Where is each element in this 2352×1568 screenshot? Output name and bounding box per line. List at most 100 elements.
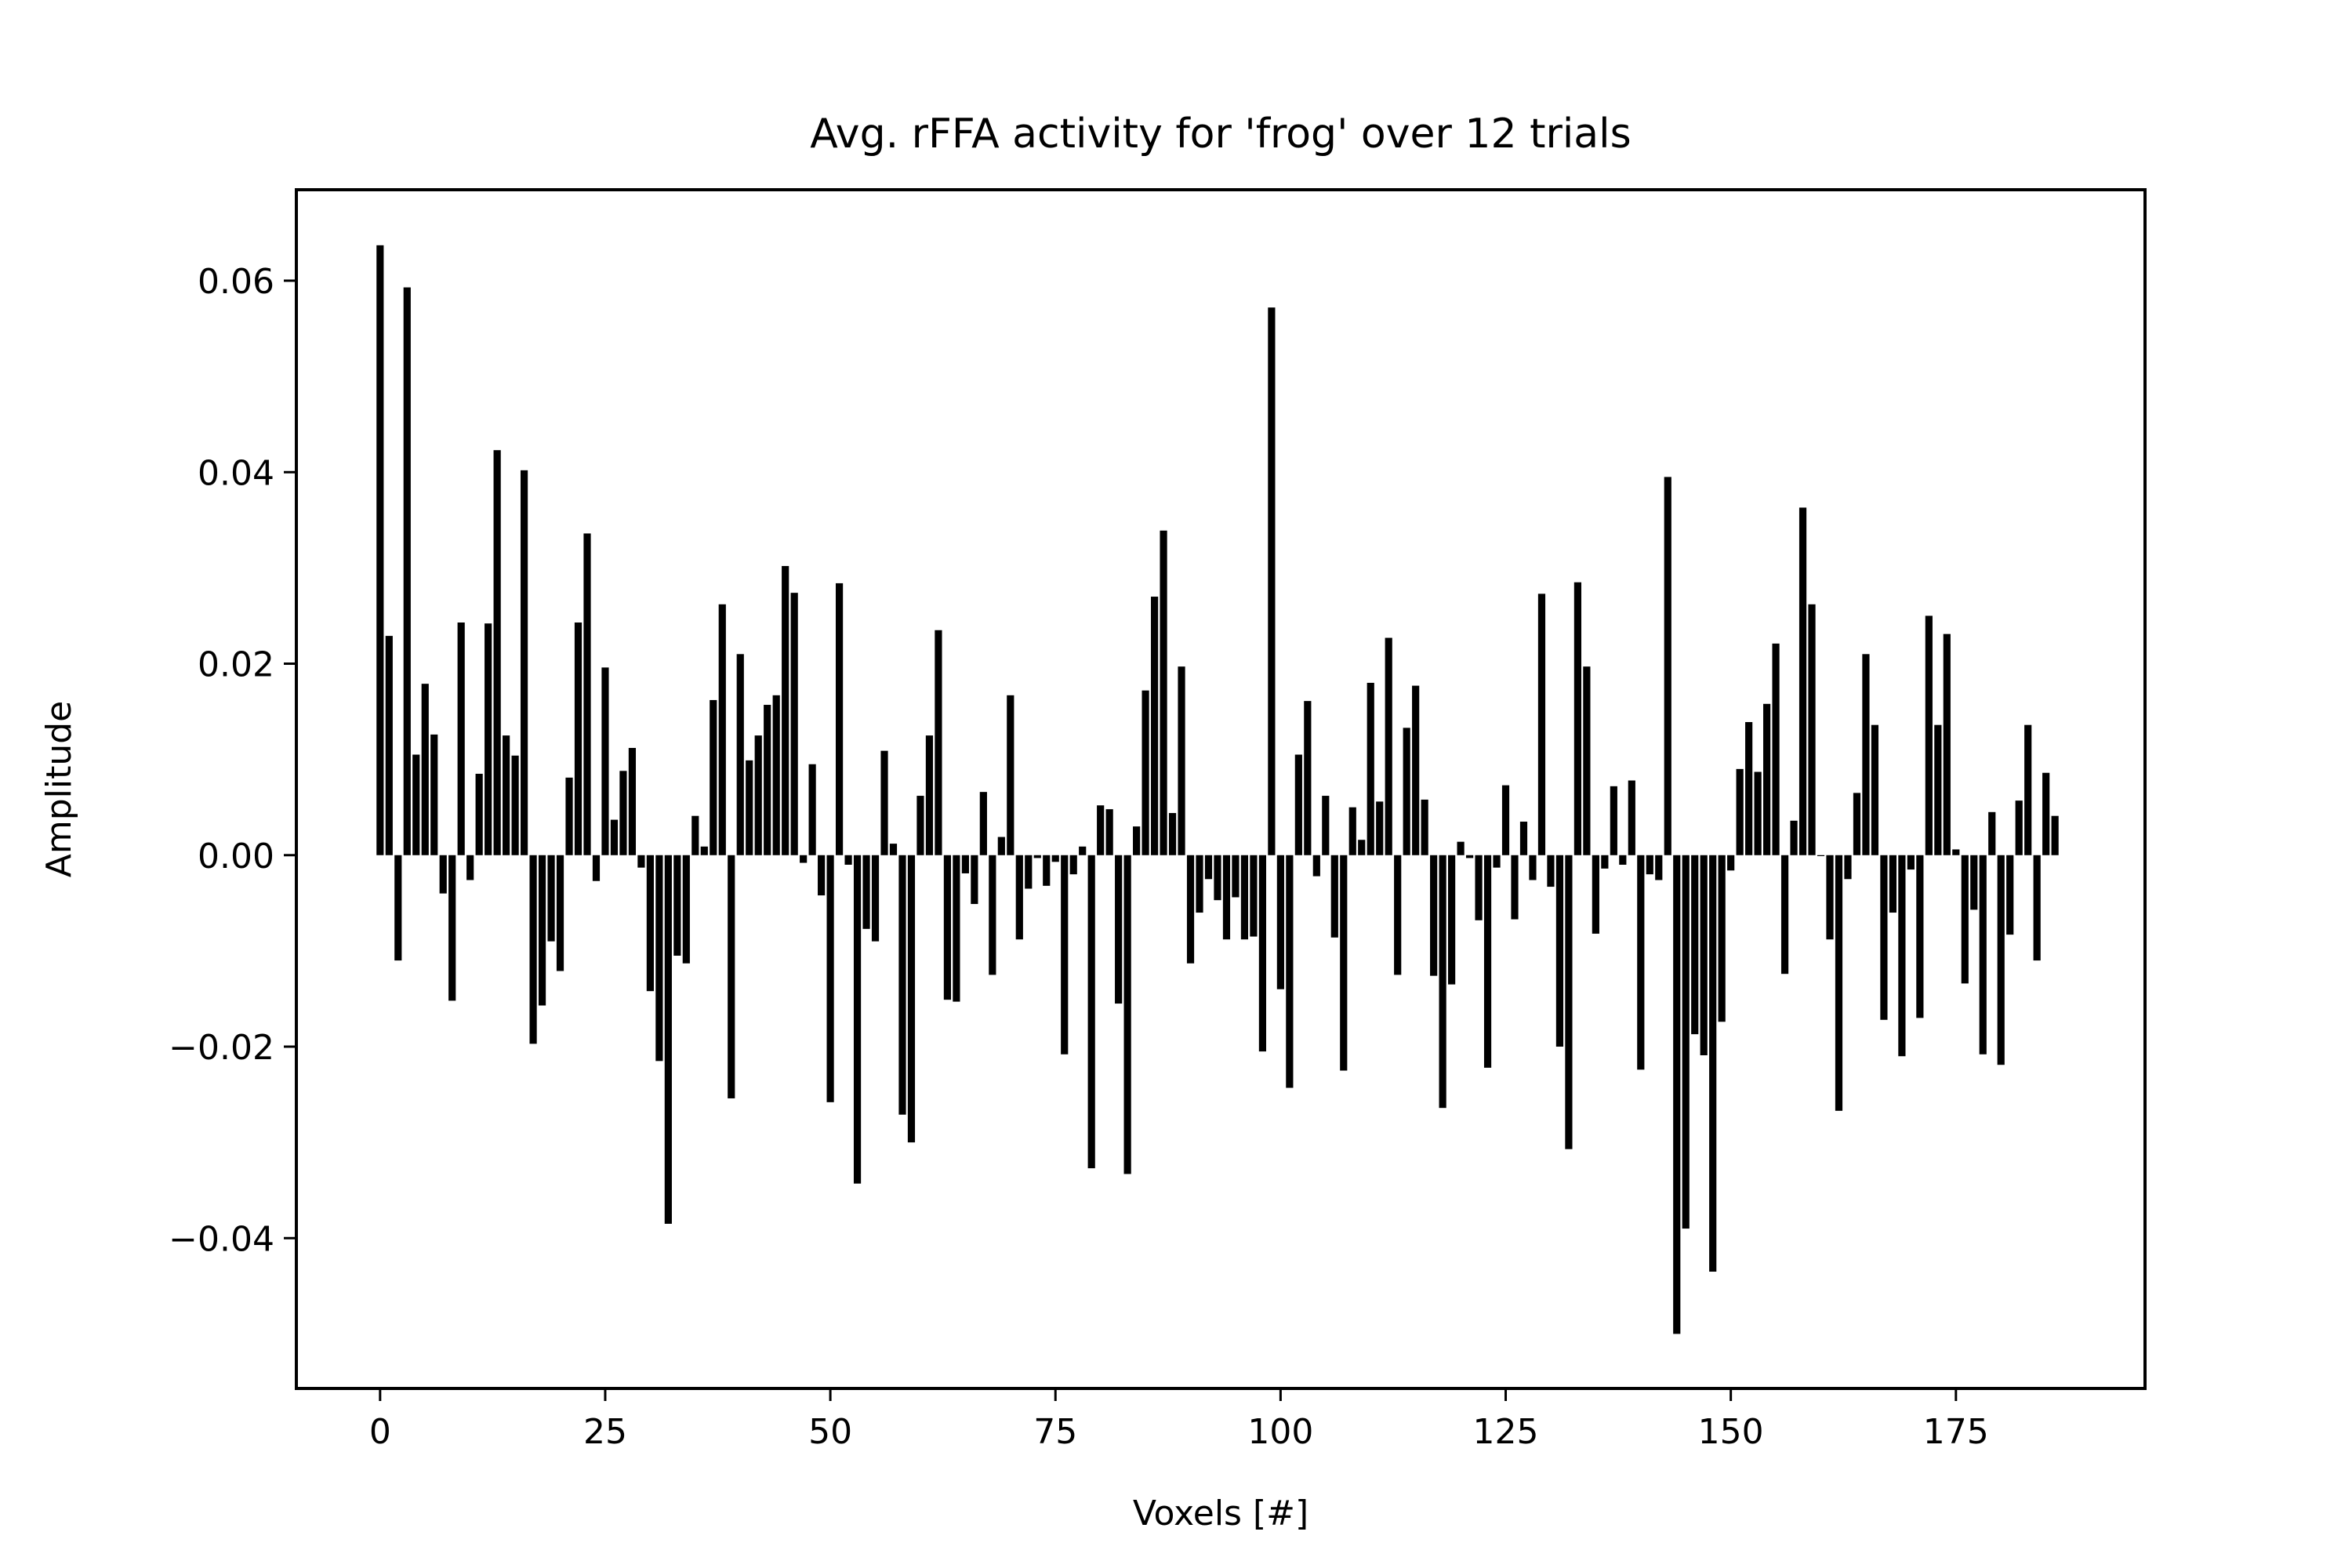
bar: [1592, 855, 1599, 934]
bar: [592, 855, 601, 881]
bar: [1115, 855, 1123, 1004]
bar: [1826, 855, 1834, 940]
bar: [1835, 855, 1843, 1111]
bar: [610, 819, 619, 855]
bar: [746, 760, 753, 855]
bar: [457, 622, 465, 855]
bar: [1952, 849, 1960, 855]
bar: [1276, 855, 1284, 989]
bar: [655, 855, 663, 1062]
bar: [1097, 805, 1105, 855]
bar: [1583, 666, 1591, 855]
bar: [1294, 754, 1302, 855]
bar: [1898, 855, 1906, 1057]
bar: [2051, 815, 2059, 855]
bar: [1232, 855, 1240, 898]
bar: [1394, 855, 1402, 975]
x-tick-label: 50: [808, 1412, 852, 1452]
bar: [818, 855, 826, 896]
bar: [376, 245, 384, 855]
bar: [782, 565, 789, 855]
bar: [1700, 855, 1708, 1056]
bar: [520, 470, 528, 855]
bar: [1501, 785, 1510, 855]
bar: [466, 855, 474, 880]
bar: [1286, 855, 1294, 1088]
bar: [1087, 855, 1095, 1169]
bar: [538, 855, 546, 1006]
bar: [1808, 604, 1816, 855]
bar: [1358, 840, 1366, 855]
bar: [1475, 855, 1483, 920]
bar: [700, 846, 708, 855]
bar: [511, 755, 519, 855]
bar: [808, 764, 816, 855]
y-tick-label: 0.04: [198, 453, 274, 493]
bar: [1970, 855, 1978, 910]
bar: [565, 777, 573, 855]
bar: [1555, 855, 1564, 1047]
bar: [1637, 855, 1645, 1070]
bar: [1483, 855, 1492, 1068]
bar: [1772, 643, 1780, 855]
bar: [503, 735, 510, 855]
bar: [1844, 855, 1852, 880]
x-tick-label: 175: [1923, 1412, 1989, 1452]
bar: [646, 855, 654, 992]
bar: [1780, 855, 1789, 975]
bar: [394, 855, 402, 961]
bar: [2006, 855, 2014, 935]
bar: [1709, 855, 1717, 1272]
bar: [439, 855, 447, 894]
bar: [1754, 771, 1762, 855]
bar: [1673, 855, 1681, 1334]
bar: [736, 654, 744, 855]
bar: [1682, 855, 1690, 1229]
bar: [421, 684, 429, 855]
bar: [1204, 855, 1213, 880]
bar: [790, 593, 798, 855]
bar: [1853, 793, 1861, 855]
bar: [1330, 855, 1338, 938]
bar: [637, 855, 645, 868]
bar: [628, 747, 637, 855]
bar: [1105, 809, 1113, 855]
bar: [1511, 855, 1519, 920]
bar: [800, 855, 808, 863]
bar: [1798, 507, 1807, 855]
bar: [1907, 855, 1915, 870]
bar: [853, 855, 862, 1184]
y-axis-label: Amplitude: [39, 701, 79, 877]
bar: [880, 750, 888, 855]
bar: [1142, 690, 1149, 855]
bar: [1790, 820, 1798, 855]
bar: [1439, 855, 1446, 1109]
bar: [1348, 807, 1356, 855]
bars-layer: [376, 245, 2059, 1334]
bar: [485, 623, 492, 855]
bar: [1961, 855, 1969, 984]
bar: [1376, 801, 1384, 855]
bar: [1051, 855, 1059, 862]
y-tick-label: 0.02: [198, 645, 274, 685]
bar: [1655, 855, 1663, 880]
bar: [583, 533, 591, 855]
bar: [1601, 855, 1609, 869]
bar: [871, 855, 880, 942]
plot-frame: [295, 188, 2147, 1390]
bar: [1979, 855, 1987, 1054]
bar: [1412, 685, 1420, 855]
bar: [1007, 695, 1014, 855]
bar: [1862, 654, 1870, 855]
bar: [385, 636, 393, 855]
bar: [997, 837, 1005, 855]
bar: [889, 844, 898, 855]
bar: [1763, 703, 1771, 855]
bar: [710, 699, 717, 855]
bar: [1403, 728, 1410, 855]
bar: [1619, 855, 1627, 865]
bar: [1465, 855, 1474, 858]
y-tick-label: −0.04: [169, 1219, 274, 1259]
